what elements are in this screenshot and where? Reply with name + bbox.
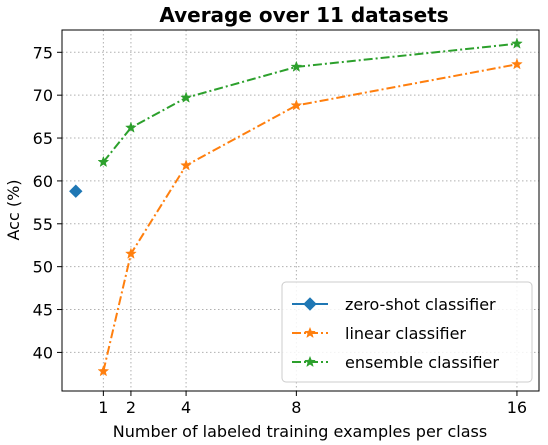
- x-axis-label: Number of labeled training examples per …: [113, 422, 487, 441]
- legend-label: ensemble classifier: [345, 353, 499, 372]
- data-point: [511, 58, 523, 70]
- x-tick-label: 1: [98, 398, 108, 417]
- y-tick-label: 50: [33, 258, 53, 277]
- series-area: [69, 37, 523, 377]
- series-2: [97, 37, 523, 168]
- data-point: [180, 159, 192, 171]
- y-axis: 40 45 50 55 60 65 70 75: [33, 43, 62, 362]
- data-point: [125, 247, 137, 259]
- legend-marker: [303, 297, 317, 311]
- y-tick-label: 75: [33, 43, 53, 62]
- data-point: [290, 99, 303, 111]
- y-tick-label: 55: [33, 215, 53, 234]
- y-axis-label: Acc (%): [4, 179, 23, 240]
- legend: zero-shot classifier linear classifier ens…: [281, 281, 533, 383]
- series-1: [97, 58, 523, 377]
- y-tick-label: 40: [33, 343, 53, 362]
- legend-label: zero-shot classifier: [345, 295, 496, 314]
- plot-area: [61, 29, 540, 392]
- x-axis: 1 2 4 8 16: [98, 391, 527, 417]
- x-tick-label: 4: [181, 398, 191, 417]
- data-point: [125, 121, 137, 133]
- y-tick-label: 70: [33, 86, 53, 105]
- data-point: [69, 184, 83, 198]
- y-tick-label: 60: [33, 172, 53, 191]
- x-tick-label: 8: [291, 398, 301, 417]
- data-point: [97, 365, 110, 377]
- legend-label: linear classifier: [345, 324, 466, 343]
- legend-box: [281, 281, 533, 383]
- data-point: [97, 155, 110, 168]
- data-point: [180, 91, 192, 103]
- series-0: [69, 184, 83, 198]
- x-tick-label: 2: [126, 398, 136, 417]
- legend-marker: [304, 326, 316, 339]
- y-tick-label: 45: [33, 301, 53, 320]
- y-tick-label: 65: [33, 129, 53, 148]
- data-point: [511, 37, 523, 49]
- legend-marker: [304, 355, 316, 368]
- chart-title: Average over 11 datasets: [159, 3, 448, 27]
- x-tick-label: 16: [507, 398, 527, 417]
- data-point: [290, 60, 303, 72]
